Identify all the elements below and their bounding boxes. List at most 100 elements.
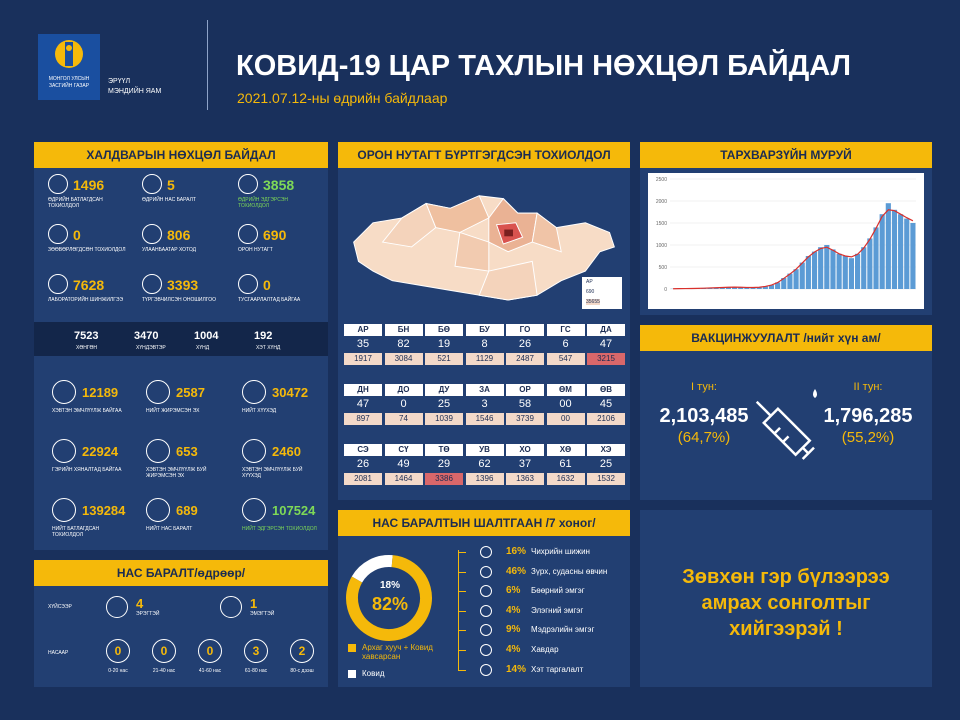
severity-label: ХЭТ ХҮНД	[256, 345, 281, 351]
severity-value: 3470	[134, 330, 159, 342]
region-daily: 61	[559, 458, 572, 470]
panel-title: ТАРХВАРЗҮЙН МУРУЙ	[640, 142, 932, 168]
stat-value: 1496	[73, 177, 105, 193]
bar	[805, 256, 811, 289]
region-daily: 26	[356, 458, 370, 470]
icon	[48, 174, 68, 194]
cause-name: Хэт таргалалт	[531, 664, 584, 674]
panel-title: НАС БАРАЛТ/өдрөөр/	[34, 560, 328, 586]
bar	[768, 285, 775, 289]
region-code: ДА	[587, 324, 625, 336]
cause-icon	[480, 644, 492, 656]
stat-value: 12189	[82, 385, 119, 400]
icon	[52, 380, 76, 404]
region-daily: 3	[481, 398, 488, 410]
age-label: 80-с дээш	[290, 668, 314, 674]
icon	[48, 224, 68, 244]
icon	[146, 380, 170, 404]
bar	[904, 218, 910, 289]
bar	[799, 262, 805, 289]
donut	[346, 555, 432, 641]
region-total: 897	[344, 413, 382, 425]
bar	[744, 287, 750, 289]
causes-panel: НАС БАРАЛТЫН ШАЛТГААН /7 хоног/18% 82% Арх…	[338, 510, 630, 687]
bar	[787, 273, 793, 289]
stat-label: ӨДРИЙН ЭДГЭРСЭН ТОХИОЛДОЛ	[238, 197, 288, 209]
icon	[242, 380, 266, 404]
age-value: 3	[252, 644, 260, 658]
bar	[756, 287, 762, 289]
syringe	[755, 389, 817, 460]
stat-label: ЛАБОРАТОРИЙН ШИНЖИЛГЭЭ	[48, 297, 124, 303]
region-total: 3739	[506, 413, 544, 425]
bar	[848, 258, 854, 289]
age-value: 0	[160, 644, 168, 658]
sex-value: 4	[136, 596, 144, 611]
age-value: 2	[298, 644, 306, 658]
legend-swatch	[348, 670, 356, 678]
icon	[52, 439, 76, 463]
region-code: ХӨ	[546, 444, 585, 456]
stat-label: ГЭРИЙН ХЯНАЛТАД БАЙГАА	[52, 467, 122, 473]
legend-code: АР	[586, 279, 593, 285]
sex-label: ЭМЭГТЭЙ	[250, 611, 275, 617]
age-value: 0	[114, 644, 122, 658]
region-total: 1632	[546, 473, 585, 485]
region-code: БУ	[465, 324, 504, 336]
bar	[793, 269, 799, 289]
cause-name: Элэгний эмгэг	[531, 605, 584, 615]
bar	[910, 223, 916, 289]
region-total: 521	[425, 353, 463, 365]
cause-name: Чихрийн шижин	[531, 547, 590, 556]
message-panel: Зөвхөн гэр бүлээрээ амрах сонголтыг хийг…	[640, 510, 932, 687]
y-tick-label: 0	[664, 287, 667, 293]
deaths-panel: НАС БАРАЛТ/өдрөөр/ХҮЙСЭЭР 4 ЭРЭГТЭЙ 1 ЭМЭГТЭ…	[34, 560, 328, 687]
bracket-tick	[458, 552, 466, 553]
y-tick-label: 1000	[656, 243, 667, 249]
region-code: ДН	[344, 384, 382, 396]
region-daily: 0	[400, 398, 407, 410]
curve-chart: 0 500 1000 1500 2000 2500	[648, 173, 924, 309]
region-daily: 00	[559, 398, 572, 410]
stat-value: 653	[176, 444, 198, 459]
stat-value: 0	[263, 277, 271, 293]
icon	[142, 224, 162, 244]
legend-swatch	[348, 644, 356, 652]
bar	[750, 287, 756, 289]
bar	[725, 287, 731, 289]
icon	[142, 174, 162, 194]
donut-segment	[346, 555, 432, 641]
region-daily: 29	[437, 458, 451, 470]
stat-label: УЛААНБААТАР ХОТОД	[142, 247, 197, 253]
bar	[885, 203, 891, 289]
infection-panel: ХАЛДВАРЫН НӨХЦӨЛ БАЙДАЛ 1496 ӨДРИЙН БАТЛАГ…	[34, 142, 328, 550]
icon	[238, 224, 258, 244]
age-circle	[106, 639, 130, 663]
stat-label: ХЭВТЭН ЭМЧЛҮҮЛЖ БУЙ ХҮҮХЭД	[242, 467, 303, 479]
region-daily: 62	[478, 458, 491, 470]
y-tick-label: 2000	[656, 199, 667, 205]
stat-label: ЗӨӨВӨРЛӨГДСӨН ТОХИОЛДОЛ	[48, 247, 126, 253]
cause-name: Зүрх, судасны өвчин	[531, 566, 608, 576]
bracket-tick	[458, 610, 466, 612]
region-code: ОР	[506, 384, 544, 396]
region-daily: 49	[397, 458, 410, 470]
donut-label: 82%	[371, 594, 409, 614]
region-total: 74	[384, 413, 423, 425]
cause-pct: 6%	[506, 585, 521, 597]
stat-value: 806	[167, 227, 191, 243]
region-daily: 82	[397, 338, 410, 350]
regions-panel: ОРОН НУТАГТ БҮРТГЭГДСЭН ТОХИОЛДОЛ АР 690 3…	[338, 142, 630, 500]
region-daily: 6	[562, 338, 569, 350]
cause-pct: 9%	[506, 624, 521, 636]
ministry: ЭРҮҮЛ	[108, 78, 131, 85]
cause-pct: 4%	[506, 604, 521, 616]
age-label: 21-40 нас	[152, 668, 176, 674]
cause-icon	[480, 624, 492, 637]
dose-pct: (64,7%)	[677, 429, 731, 446]
bar	[873, 227, 879, 289]
stat-label: ӨДРИЙН БАТЛАГДСАН ТОХИОЛДОЛ	[48, 197, 103, 209]
stat-label: ХЭВТЭН ЭМЧЛҮҮЛЖ БУЙ ЖИРЭМСЭН ЭХ	[146, 467, 207, 479]
cause-name: Бөөрний эмгэг	[531, 586, 585, 596]
region-total: 1917	[344, 353, 382, 365]
